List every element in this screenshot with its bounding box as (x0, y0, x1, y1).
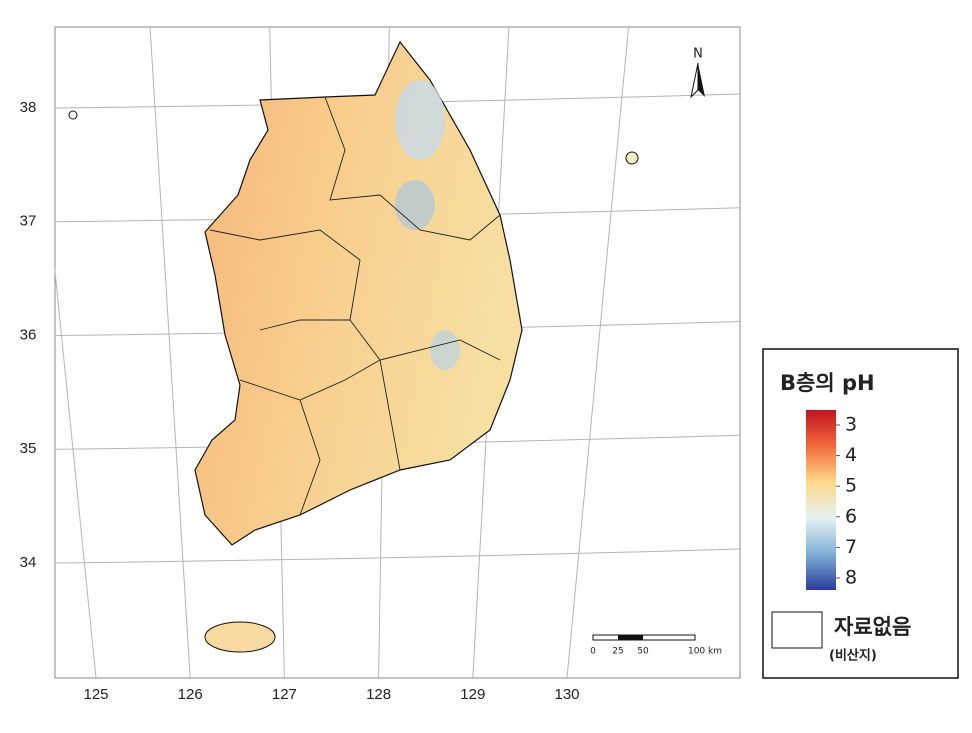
legend-tick-label: 3 (845, 414, 857, 436)
land (68, 40, 639, 653)
latitude-label: 37 (20, 213, 37, 230)
island (68, 110, 78, 120)
no-data-label: 자료없음 (834, 615, 911, 639)
scale-bar-outline (592, 634, 696, 641)
legend-tick-label: 5 (845, 475, 857, 497)
high-ph-area (395, 180, 435, 230)
north-label: N (693, 47, 703, 62)
arrow-right (698, 63, 705, 97)
latitude-label: 35 (20, 440, 37, 457)
legend-tick-label: 8 (845, 567, 857, 589)
high-ph-area (430, 330, 460, 370)
longitude-label: 130 (554, 686, 579, 703)
high-ph-area (395, 80, 445, 160)
latitude-line (55, 548, 740, 564)
legend: B층의 pH 3 4 5 6 7 8 자료없음 (비산지) (762, 348, 959, 679)
scale-label: 100 km (688, 647, 722, 657)
jeju-island (204, 621, 276, 653)
longitude-label: 128 (366, 686, 391, 703)
longitude-label: 127 (272, 686, 297, 703)
scale-label: 25 (612, 647, 623, 657)
longitude-label: 125 (83, 686, 108, 703)
longitude-label: 129 (460, 686, 485, 703)
north-arrow: N (690, 47, 705, 99)
longitude-line (55, 266, 97, 678)
legend-tick-label: 6 (845, 505, 857, 527)
latitude-label: 34 (20, 554, 37, 571)
latitude-label: 36 (20, 326, 37, 343)
color-bar (806, 410, 836, 590)
scale-bar: 0 25 50 100 km (590, 634, 722, 657)
legend-tick-label: 7 (845, 536, 857, 558)
no-data-swatch (771, 611, 823, 649)
legend-title: B층의 pH (780, 371, 875, 395)
latitude-label: 38 (20, 99, 37, 116)
province-borders (209, 96, 501, 516)
scale-label: 0 (590, 647, 596, 657)
longitude-label: 126 (178, 686, 203, 703)
scale-bar-segment (618, 635, 643, 640)
legend-tick-label: 4 (845, 444, 857, 466)
no-data-note: (비산지) (829, 648, 877, 664)
scale-label: 50 (637, 647, 649, 657)
ulleung-island (625, 151, 639, 165)
longitude-line (149, 27, 191, 678)
longitude-line (566, 27, 630, 678)
